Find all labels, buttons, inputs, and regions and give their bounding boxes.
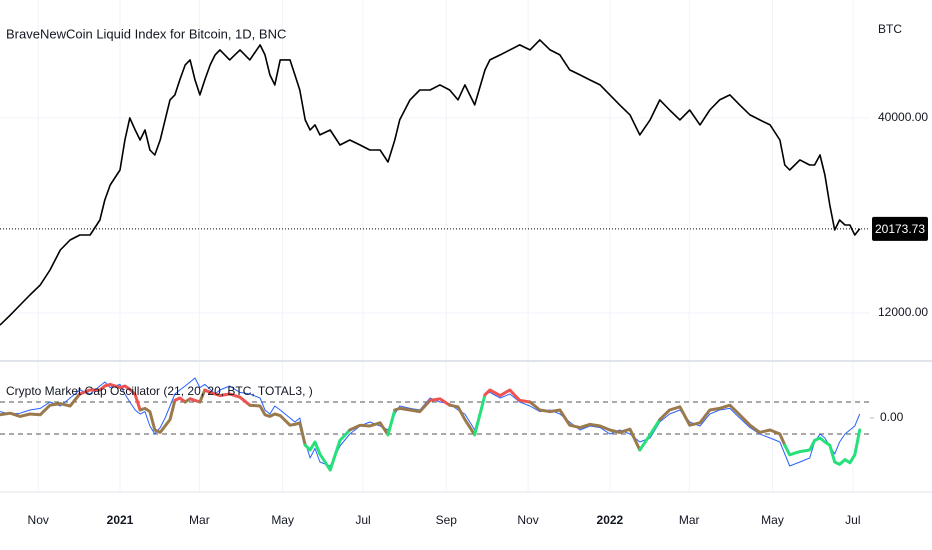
oscillator-line xyxy=(386,408,397,437)
oscillator-line xyxy=(783,428,862,466)
oscillator-line xyxy=(528,400,642,452)
oscillator-line xyxy=(428,397,452,407)
x-tick-label: May xyxy=(761,513,784,527)
oscillator-line xyxy=(173,396,187,404)
x-tick-label: 2022 xyxy=(597,513,624,527)
oscillator-line xyxy=(138,398,177,434)
oscillator-line xyxy=(0,392,82,418)
oscillator-line xyxy=(78,382,142,412)
last-price-box xyxy=(872,216,928,241)
y-tick-label: 40000.00 xyxy=(878,110,928,124)
oscillator-line xyxy=(198,388,207,404)
x-tick-label: Jul xyxy=(845,513,860,527)
x-tick-label: 2021 xyxy=(107,513,134,527)
oscillator-line xyxy=(348,421,390,437)
x-tick-label: May xyxy=(271,513,294,527)
oscillator-line xyxy=(393,398,432,414)
oscillator-line xyxy=(188,397,202,404)
oscillator-line xyxy=(203,388,252,407)
x-tick-label: Jul xyxy=(355,513,370,527)
y-tick-label: 12000.00 xyxy=(878,305,928,319)
last-price-label: 20173.73 xyxy=(875,222,925,236)
oscillator-line xyxy=(658,403,787,447)
price-line xyxy=(0,39,861,326)
chart-title: BraveNewCoin Liquid Index for Bitcoin, 1… xyxy=(6,26,286,41)
x-tick-label: Nov xyxy=(517,513,538,527)
oscillator-line xyxy=(303,428,352,472)
oscillator-line xyxy=(483,388,532,404)
oscillator-line xyxy=(248,403,307,447)
oscillator-line xyxy=(448,403,477,437)
x-tick-label: Sep xyxy=(436,513,458,527)
y-tick-label: 0.00 xyxy=(880,410,904,424)
oscillator-line xyxy=(638,418,662,452)
x-tick-label: Mar xyxy=(189,513,210,527)
x-tick-label: Nov xyxy=(28,513,49,527)
y-axis-label: BTC xyxy=(878,22,902,36)
x-tick-label: Mar xyxy=(679,513,700,527)
oscillator-line xyxy=(473,393,487,437)
oscillator-title: Crypto Market Cap Oscillator (21, 20, 20… xyxy=(6,384,313,398)
